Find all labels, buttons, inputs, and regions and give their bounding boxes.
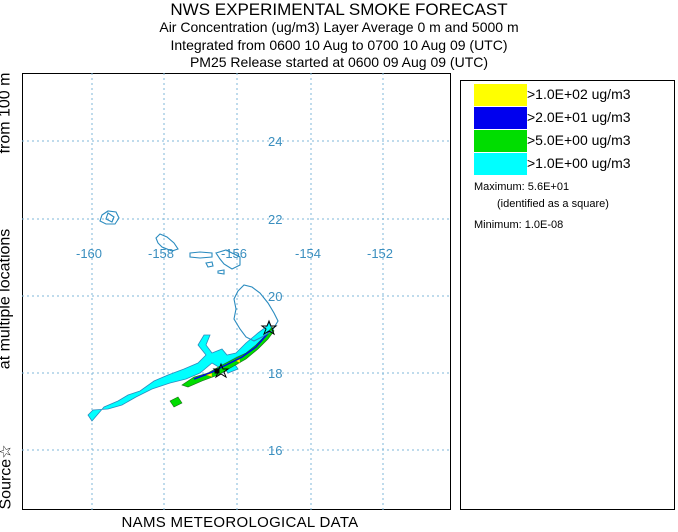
source-markers bbox=[212, 319, 278, 379]
legend-label-green: >5.0E+00 ug/m3 bbox=[527, 132, 631, 148]
smoke-plume bbox=[87, 322, 275, 422]
legend-swatch-yellow bbox=[474, 84, 527, 106]
forecast-title: NWS EXPERIMENTAL SMOKE FORECAST bbox=[170, 0, 508, 19]
smoke-map: 24 22 20 18 16 -160 -158 -156 -154 -152 bbox=[22, 73, 451, 510]
island-oahu bbox=[155, 233, 179, 252]
legend-item-cyan: >1.0E+00 ug/m3 bbox=[474, 153, 664, 175]
maximum-square bbox=[214, 368, 220, 374]
plume-cyan bbox=[87, 322, 273, 422]
legend-swatch-cyan bbox=[474, 153, 527, 175]
meteorological-data-footer: NAMS METEOROLOGICAL DATA bbox=[121, 514, 359, 531]
maximum-value: Maximum: 5.6E+01 bbox=[474, 181, 570, 193]
legend-label-yellow: >1.0E+02 ug/m3 bbox=[527, 86, 631, 102]
lat-label-20: 20 bbox=[268, 289, 282, 304]
island-kahoolawe bbox=[217, 269, 225, 275]
legend-panel: >1.0E+02 ug/m3 >2.0E+01 ug/m3 >5.0E+00 u… bbox=[460, 80, 675, 510]
island-molokai bbox=[189, 251, 213, 259]
lon-label-160: -160 bbox=[76, 246, 102, 261]
side-label-source: Source☆ bbox=[0, 444, 15, 510]
side-label-locations: at multiple locations bbox=[0, 228, 14, 370]
lon-label-158: -158 bbox=[148, 246, 174, 261]
graticule bbox=[22, 73, 451, 510]
island-niihau bbox=[105, 212, 115, 223]
legend-item-blue: >2.0E+01 ug/m3 bbox=[474, 107, 664, 129]
island-kauai bbox=[99, 210, 120, 225]
minimum-value: Minimum: 1.0E-08 bbox=[474, 219, 564, 231]
lat-label-16: 16 bbox=[268, 443, 282, 458]
legend-item-yellow: >1.0E+02 ug/m3 bbox=[474, 84, 664, 106]
plume-yellow-spots bbox=[205, 358, 241, 378]
legend-swatch-blue bbox=[474, 107, 527, 129]
island-maui bbox=[215, 249, 241, 270]
lat-label-24: 24 bbox=[268, 134, 282, 149]
concentration-subtitle: Air Concentration (ug/m3) Layer Average … bbox=[159, 19, 519, 35]
legend-item-green: >5.0E+00 ug/m3 bbox=[474, 130, 664, 152]
plume-blue-core bbox=[193, 330, 271, 380]
lat-label-22: 22 bbox=[268, 212, 282, 227]
plume-green-patch bbox=[169, 396, 183, 408]
lon-label-152: -152 bbox=[367, 246, 393, 261]
integration-period: Integrated from 0600 10 Aug to 0700 10 A… bbox=[170, 37, 508, 53]
lon-label-154: -154 bbox=[295, 246, 321, 261]
maximum-note: (identified as a square) bbox=[497, 198, 609, 210]
release-start: PM25 Release started at 0600 09 Aug 09 (… bbox=[189, 54, 489, 70]
source-side-label: Source☆ at multiple locations from 100 m bbox=[0, 73, 16, 510]
island-lanai bbox=[205, 261, 214, 268]
source-star-kilauea bbox=[260, 319, 278, 336]
coastlines bbox=[99, 210, 279, 342]
lat-label-18: 18 bbox=[268, 366, 282, 381]
island-hawaii bbox=[233, 284, 279, 342]
legend-label-cyan: >1.0E+00 ug/m3 bbox=[527, 155, 631, 171]
legend-label-blue: >2.0E+01 ug/m3 bbox=[527, 109, 631, 125]
legend-swatch-green bbox=[474, 130, 527, 152]
side-label-height: from 100 m bbox=[0, 73, 14, 154]
side-label-text: Source☆ at multiple locations from 100 m bbox=[0, 73, 16, 510]
